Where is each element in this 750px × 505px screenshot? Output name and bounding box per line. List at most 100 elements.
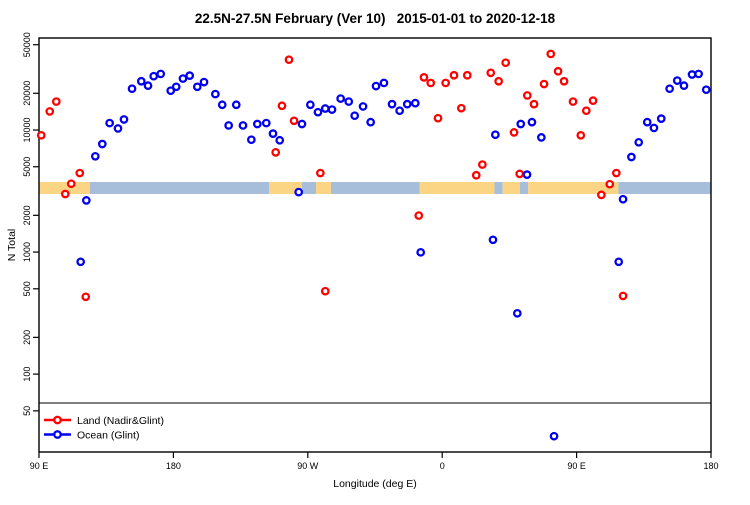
coast-band-segment-ocean — [618, 182, 711, 195]
data-point-ocean — [305, 100, 315, 110]
data-point-land — [414, 211, 424, 220]
x-tick-label: 0 — [440, 461, 445, 471]
data-point-ocean — [119, 115, 129, 124]
data-point-ocean — [327, 105, 337, 114]
data-point-ocean — [192, 82, 202, 92]
data-point-ocean — [687, 70, 697, 79]
x-tick-label: 180 — [703, 461, 718, 471]
data-point-land — [478, 160, 487, 169]
data-point-ocean — [350, 111, 360, 121]
data-point-ocean — [512, 308, 522, 318]
data-point-land — [419, 73, 429, 82]
data-point-ocean — [516, 119, 526, 129]
coast-band-segment-land — [316, 182, 331, 195]
data-point-land — [471, 170, 481, 180]
y-tick-label: 100 — [22, 367, 32, 382]
data-point-ocean — [649, 123, 659, 133]
data-point-ocean — [224, 121, 234, 130]
data-point-ocean — [178, 74, 188, 83]
data-point-ocean — [527, 117, 537, 127]
chart-title: 22.5N-27.5N February (Ver 10) 2015-01-01… — [195, 11, 556, 26]
data-point-ocean — [402, 99, 412, 109]
data-point-ocean — [537, 133, 546, 142]
coast-band-segment-land — [419, 182, 495, 195]
coast-band-segment-land — [502, 182, 520, 195]
data-point-ocean — [344, 97, 354, 106]
data-point-ocean — [90, 151, 100, 161]
data-point-land — [605, 179, 615, 189]
data-point-ocean — [694, 69, 703, 79]
data-point-ocean — [294, 187, 304, 197]
data-point-land — [618, 291, 628, 301]
data-point-land — [568, 97, 578, 106]
data-point-ocean — [231, 100, 241, 110]
data-point-ocean — [656, 114, 666, 123]
data-point-land — [486, 68, 496, 78]
y-tick-label: 500 — [22, 281, 32, 296]
data-point-ocean — [618, 194, 628, 204]
data-point-ocean — [488, 235, 498, 245]
coast-band-segment-ocean — [301, 182, 317, 195]
data-point-ocean — [247, 135, 256, 145]
data-point-ocean — [395, 106, 404, 116]
data-point-ocean — [491, 130, 500, 140]
legend-label-ocean: Ocean (Glint) — [77, 430, 139, 442]
coast-band-segment-ocean — [519, 182, 529, 195]
data-point-land — [576, 130, 586, 140]
data-point-ocean — [217, 100, 227, 110]
data-point-land — [60, 189, 70, 199]
data-point-land — [449, 70, 459, 80]
data-point-land — [515, 169, 525, 179]
coast-band-segment-land — [268, 182, 302, 195]
data-point-land — [289, 116, 299, 126]
x-tick-label: 90 E — [567, 461, 586, 471]
data-point-ocean — [371, 81, 381, 91]
coast-band-segment-land — [528, 182, 619, 195]
data-point-land — [315, 168, 325, 178]
data-point-land — [456, 103, 466, 113]
data-point-ocean — [275, 135, 285, 145]
data-point-ocean — [410, 98, 420, 108]
data-point-land — [36, 130, 46, 140]
data-point-ocean — [627, 152, 636, 162]
data-point-land — [611, 168, 621, 178]
data-point-ocean — [127, 84, 137, 94]
data-point-ocean — [336, 94, 346, 103]
data-point-ocean — [149, 71, 159, 81]
data-point-ocean — [614, 257, 624, 267]
data-point-land — [509, 128, 519, 137]
legend-label-land: Land (Nadir&Glint) — [77, 415, 164, 427]
data-point-ocean — [113, 124, 123, 133]
data-point-ocean — [136, 76, 146, 86]
data-point-land — [553, 66, 563, 76]
data-point-ocean — [416, 247, 426, 257]
data-point-ocean — [268, 129, 278, 138]
data-point-land — [51, 97, 61, 106]
data-point-ocean — [320, 104, 330, 113]
data-point-ocean — [261, 118, 271, 128]
plot-generated-layer: 90 E 180 90 W 0 90 E 180 50 100 200 500 1000 2000 50… — [22, 32, 719, 471]
data-point-ocean — [366, 117, 376, 127]
data-point-land — [441, 78, 450, 88]
data-point-land — [462, 70, 472, 80]
data-point-ocean — [379, 78, 389, 88]
data-point-land — [81, 292, 91, 302]
data-point-land — [559, 76, 569, 86]
x-axis-title: Longitude (deg E) — [333, 478, 416, 490]
data-point-land — [494, 76, 503, 86]
data-point-land — [426, 78, 436, 88]
y-tick-label: 2000 — [22, 205, 32, 225]
data-point-ocean — [76, 257, 86, 267]
data-point-land — [277, 101, 287, 111]
y-tick-label: 50000 — [22, 32, 32, 57]
data-point-ocean — [156, 69, 166, 79]
data-point-ocean — [81, 196, 91, 205]
data-point-land — [45, 107, 55, 116]
data-point-ocean — [97, 139, 107, 149]
data-point-ocean — [297, 119, 307, 129]
data-point-ocean — [199, 77, 209, 87]
data-point-ocean — [313, 107, 323, 117]
coast-band-segment-ocean — [330, 182, 420, 195]
